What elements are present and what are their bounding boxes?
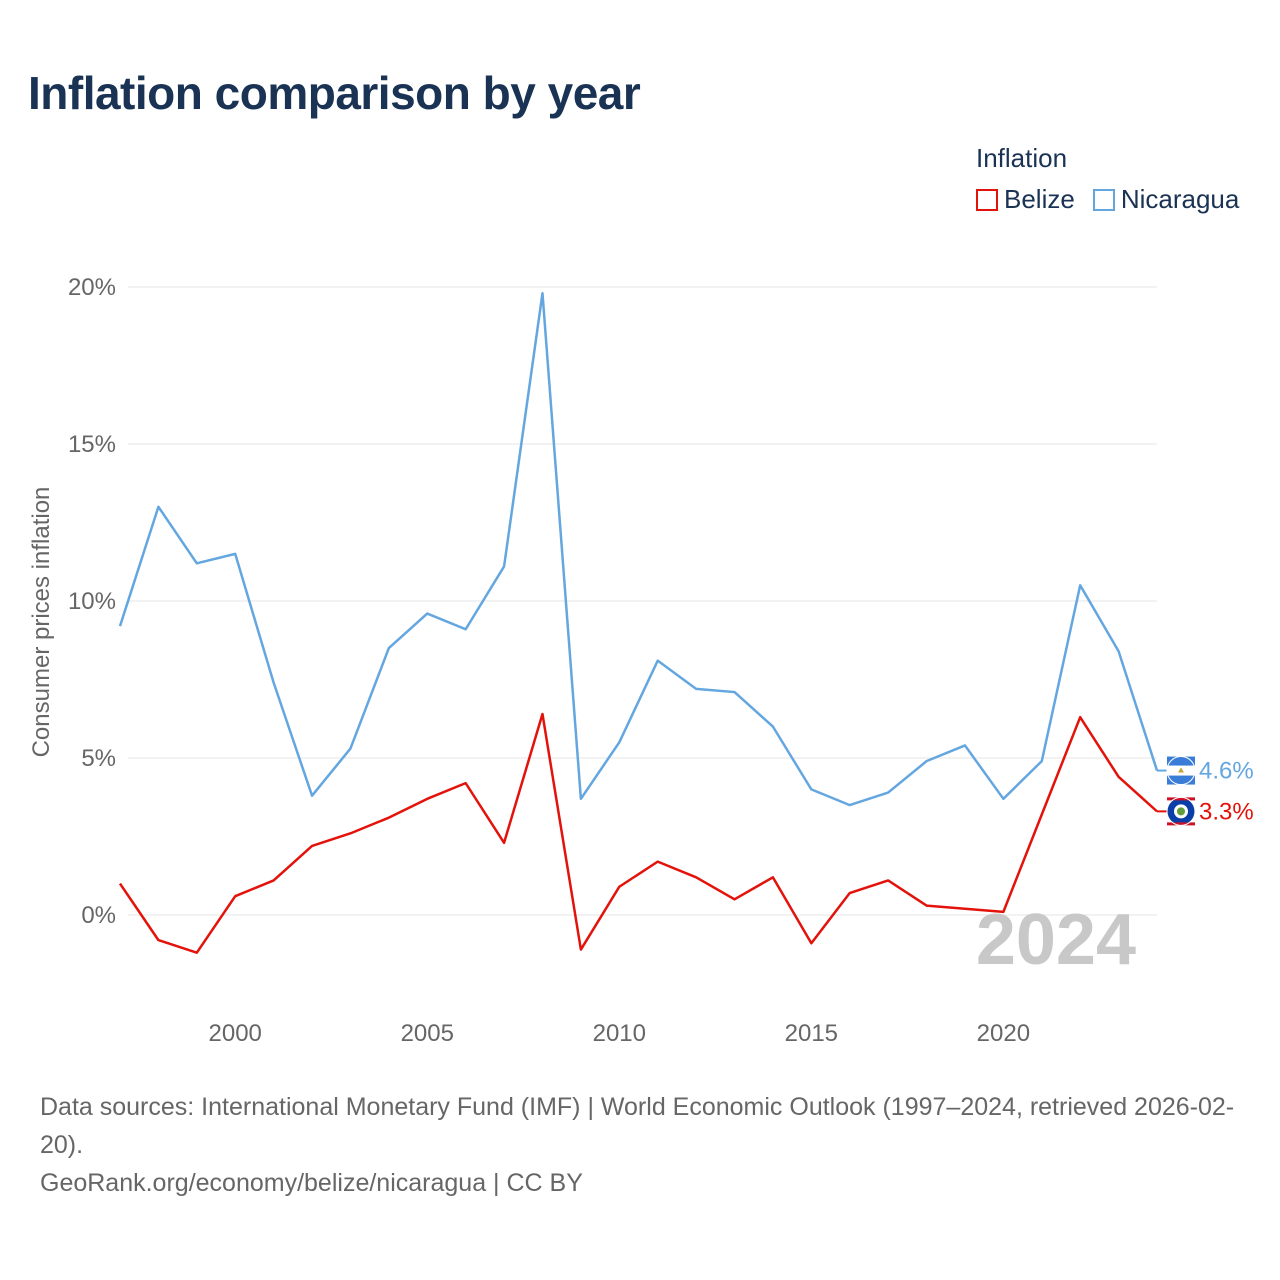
series-line-belize [118,712,1158,954]
end-value-label-nicaragua: 4.6% [1199,758,1254,785]
chart-title: Inflation comparison by year [28,67,641,119]
y-tick-label: 10% [68,588,116,615]
y-tick-label: 20% [68,274,116,301]
y-tick-label: 0% [81,902,116,929]
footer: Data sources: International Monetary Fun… [40,1088,1250,1202]
legend-label-belize: Belize [1004,184,1075,214]
legend-swatch-nicaragua [1092,188,1115,211]
flag-belize-icon [1166,796,1196,826]
y-tick-label: 15% [68,431,116,458]
x-tick-label: 2005 [401,1020,454,1047]
line-chart: 2024 0% 5% 10% 15% 20% 2000 2005 2010 2015 2020 3… [68,274,1254,1047]
x-tick-label: 2010 [593,1020,646,1047]
data-sources-note: Data sources: International Monetary Fun… [40,1093,1235,1159]
legend-swatch-belize [976,188,998,211]
x-tick-label: 2020 [977,1020,1030,1047]
series-line-nicaragua [118,292,1159,807]
legend: Belize Nicaragua [976,184,1257,215]
x-tick-label: 2015 [785,1020,838,1047]
legend-label-nicaragua: Nicaragua [1120,184,1240,214]
year-watermark: 2024 [976,900,1136,980]
x-tick-label: 2000 [209,1020,262,1047]
legend-item-nicaragua[interactable]: Nicaragua [1092,184,1240,215]
end-value-label-belize: 3.3% [1199,798,1254,825]
flag-nicaragua-icon [1166,756,1196,786]
y-tick-label: 5% [81,745,116,772]
legend-item-belize[interactable]: Belize [976,184,1075,215]
legend-title: Inflation [976,143,1068,173]
credit-line: GeoRank.org/economy/belize/nicaragua | C… [40,1169,583,1197]
